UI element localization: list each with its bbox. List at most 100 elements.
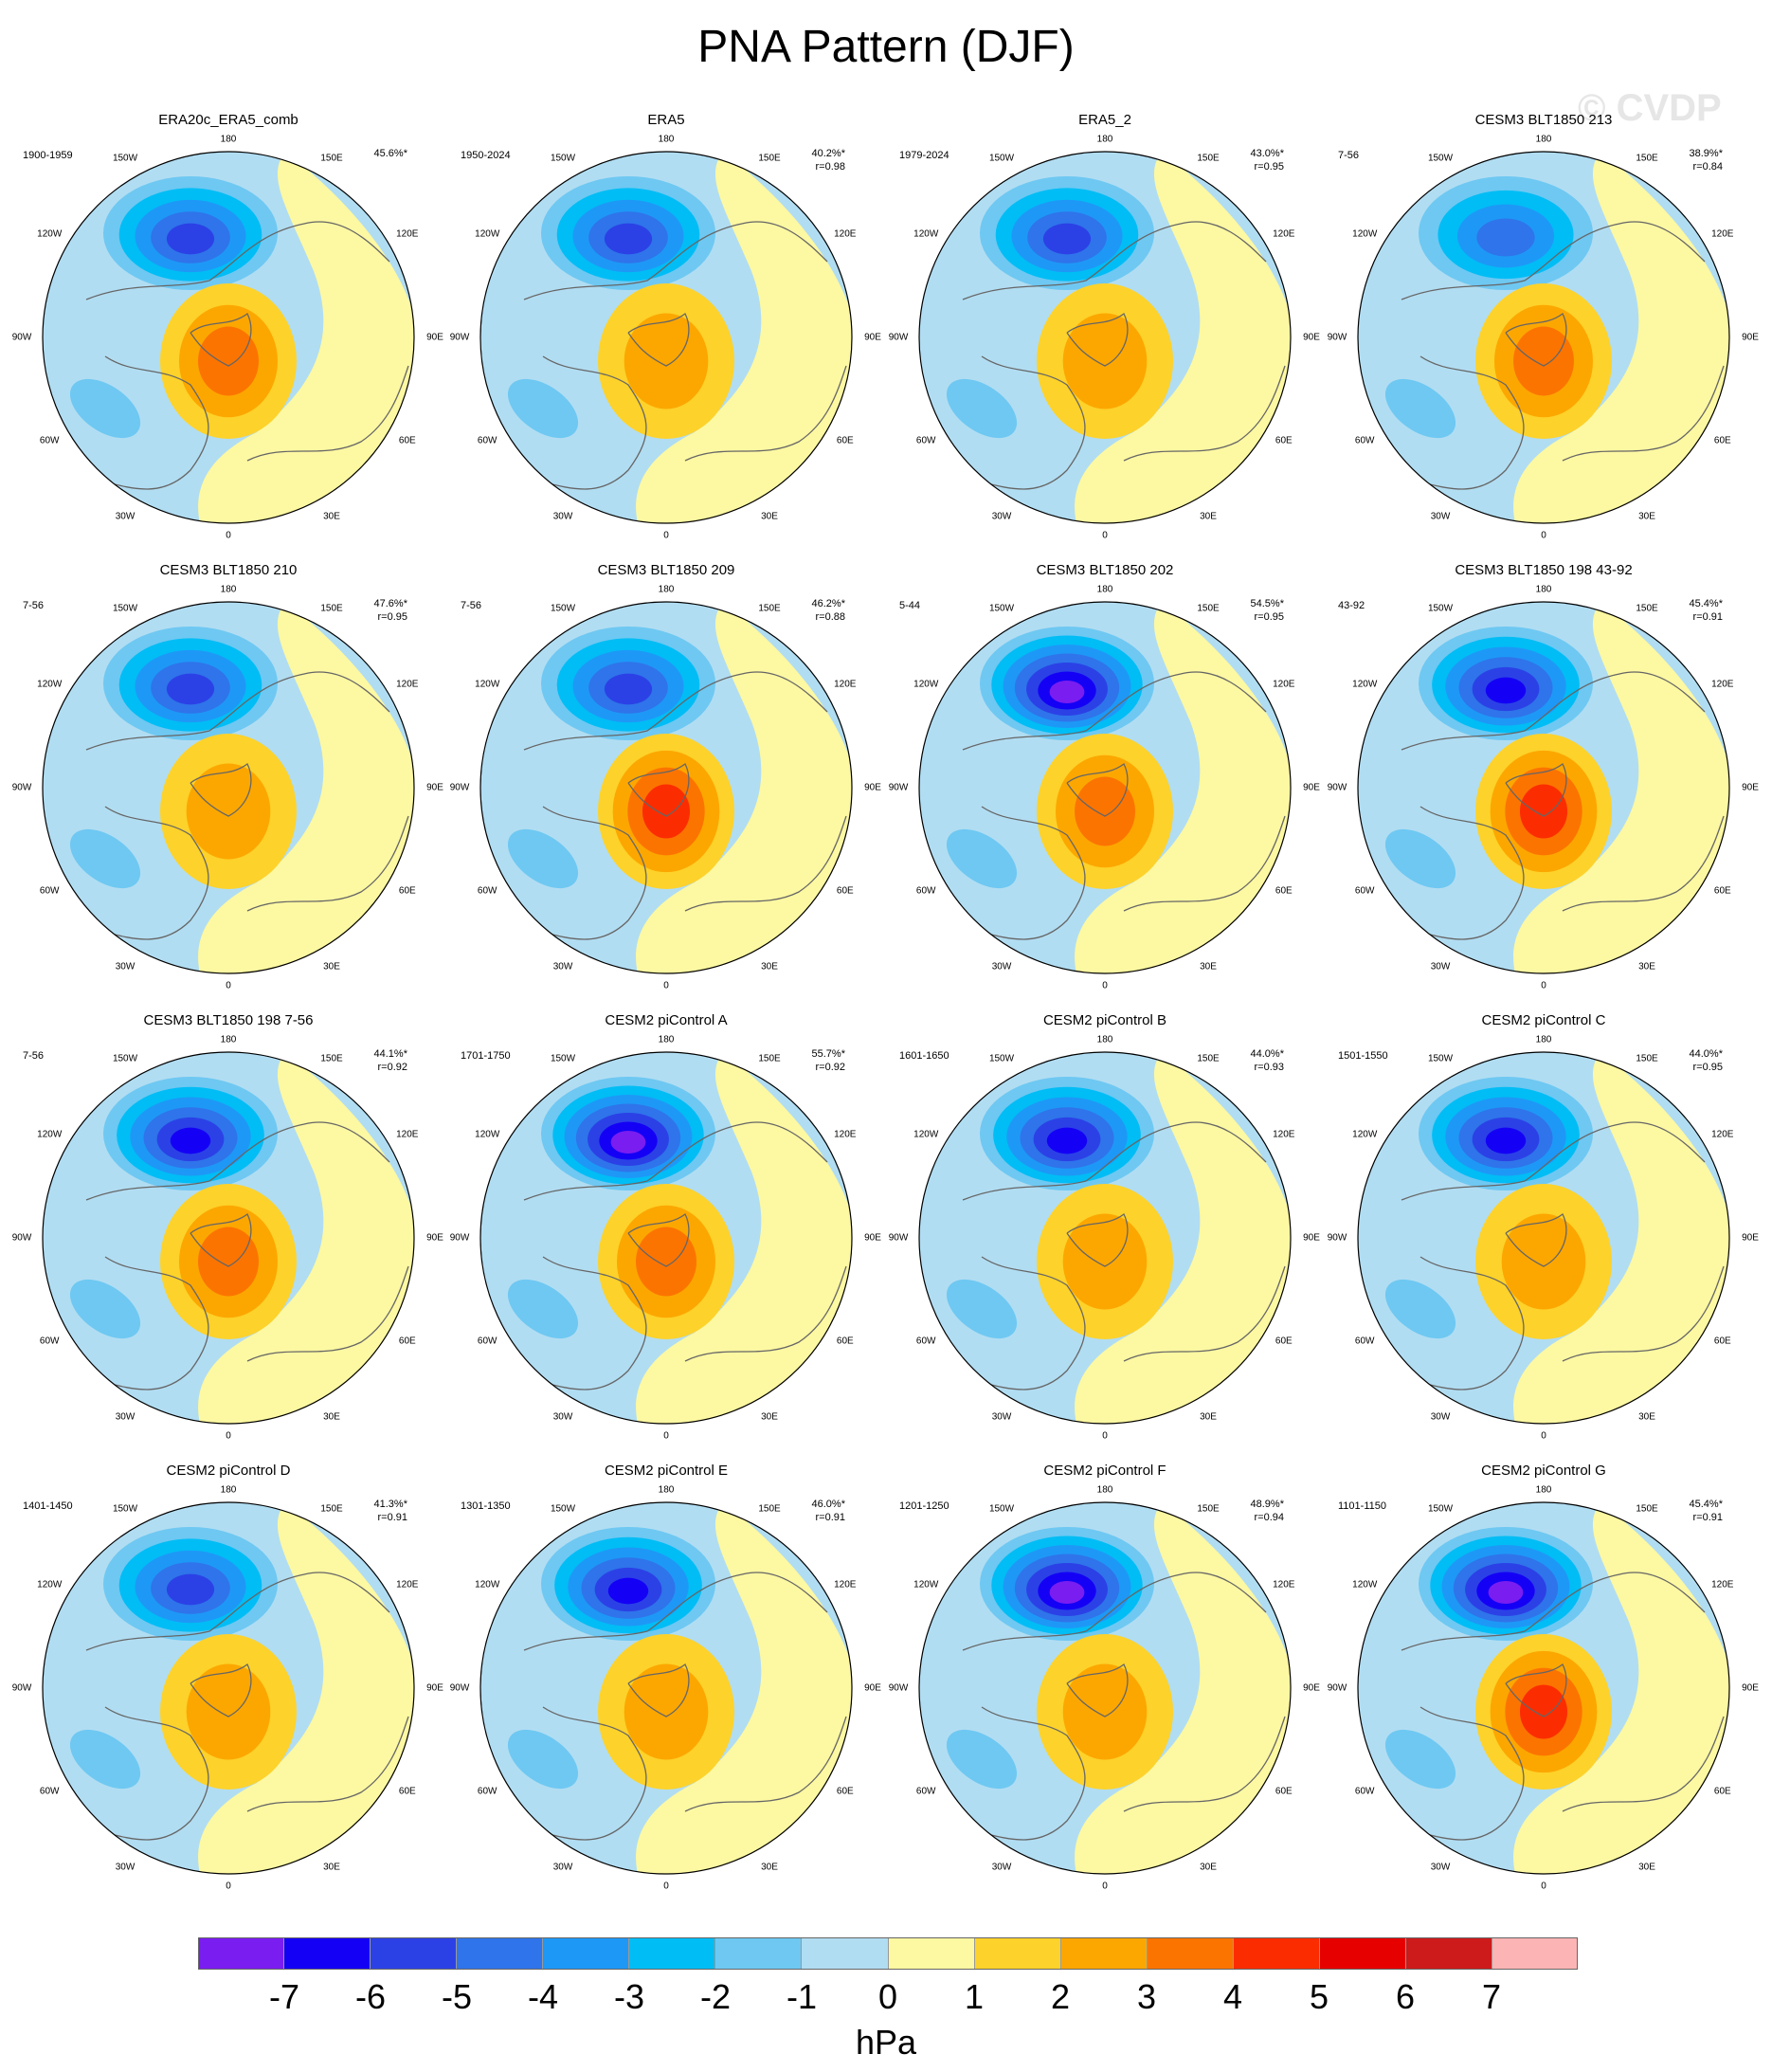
longitude-label: 30E	[323, 511, 340, 522]
longitude-label: 150W	[112, 1053, 138, 1064]
longitude-label: 150W	[988, 153, 1015, 164]
longitude-label: 90W	[449, 1232, 470, 1244]
longitude-label: 150W	[550, 1053, 576, 1064]
panel-variance: 38.9%*	[1689, 148, 1723, 159]
coastlines	[962, 671, 1286, 940]
secondary-low	[1384, 828, 1456, 889]
secondary-low	[69, 828, 141, 889]
longitude-label: 120W	[37, 679, 63, 690]
map-panel: CESM2 piControl D 1401-1450 41.3%* r=0.91 18…	[9, 1463, 447, 1913]
high-contour	[1519, 784, 1568, 839]
colorbar-tick-label: -4	[527, 1977, 559, 2016]
colorbar-tick-label: -6	[354, 1977, 387, 2016]
longitude-label: 90W	[449, 332, 470, 343]
longitude-label: 0	[1102, 1881, 1108, 1892]
polar-map	[479, 151, 853, 524]
high-contour	[1501, 1213, 1586, 1310]
longitude-label: 60W	[477, 885, 497, 897]
colorbar-tick-label: 0	[877, 1977, 898, 2016]
longitude-label: 0	[1102, 980, 1108, 991]
longitude-label: 30W	[552, 511, 573, 522]
positive-field	[636, 1502, 852, 1874]
longitude-label: 30E	[1638, 511, 1655, 522]
polar-map	[479, 1501, 853, 1875]
panel-correlation: r=0.95	[1254, 611, 1285, 623]
longitude-label: 60W	[915, 1336, 936, 1347]
longitude-label: 30W	[115, 1862, 136, 1873]
secondary-low	[946, 1729, 1018, 1790]
secondary-low	[946, 1279, 1018, 1339]
longitude-label: 60E	[398, 885, 416, 897]
low-contour	[1485, 677, 1527, 704]
panel-variance: 44.0%*	[1250, 1048, 1284, 1060]
longitude-label: 120W	[1352, 1129, 1378, 1140]
longitude-label: 0	[663, 1430, 669, 1442]
longitude-label: 150W	[112, 603, 138, 614]
colorbar-swatch	[974, 1937, 1061, 1970]
longitude-label: 120W	[913, 1579, 939, 1590]
longitude-label: 0	[226, 1430, 231, 1442]
panel-title: CESM3 BLT1850 198 43-92	[1455, 562, 1633, 578]
longitude-label: 90E	[426, 332, 443, 343]
low-contour	[1049, 1581, 1085, 1604]
map-boundary	[1357, 601, 1730, 974]
panel-variance: 45.4%*	[1689, 598, 1723, 609]
panel-correlation: r=0.91	[815, 1512, 846, 1523]
map-boundary	[479, 601, 853, 974]
map-boundary	[918, 1051, 1292, 1425]
longitude-label: 120E	[834, 1579, 857, 1590]
secondary-low	[507, 1729, 579, 1790]
panel-correlation: r=0.88	[815, 611, 846, 623]
longitude-label: 90E	[1742, 1232, 1759, 1244]
longitude-label: 90W	[888, 782, 909, 793]
watermark: © CVDP	[1578, 87, 1722, 129]
longitude-label: 180	[1535, 1484, 1552, 1496]
panel-years: 7-56	[461, 600, 482, 611]
longitude-label: 150W	[550, 1503, 576, 1515]
colorbar-tick-label: -1	[786, 1977, 818, 2016]
longitude-label: 90E	[864, 332, 881, 343]
panel-correlation: r=0.91	[1692, 1512, 1724, 1523]
longitude-label: 60W	[39, 885, 60, 897]
coastlines	[1401, 1572, 1725, 1841]
panel-stats: 45.4%* r=0.91	[1666, 1498, 1723, 1524]
longitude-label: 90E	[1303, 1682, 1320, 1694]
polar-map	[1357, 1501, 1730, 1875]
panel-stats: 54.5%* r=0.95	[1227, 597, 1284, 624]
longitude-label: 90E	[426, 1682, 443, 1694]
positive-field	[1513, 602, 1729, 973]
colorbar-tick-label: 7	[1481, 1977, 1502, 2016]
low-contour	[1046, 1127, 1088, 1154]
longitude-label: 120E	[396, 1579, 419, 1590]
panel-title: CESM3 BLT1850 198 7-56	[143, 1012, 314, 1028]
longitude-label: 0	[1541, 980, 1546, 991]
longitude-label: 0	[663, 1881, 669, 1892]
panel-stats: 43.0%* r=0.95	[1227, 147, 1284, 173]
longitude-label: 120E	[396, 679, 419, 690]
panel-correlation: r=0.91	[1692, 611, 1724, 623]
coastlines	[523, 221, 847, 490]
map-panel: CESM3 BLT1850 198 43-92 43-92 45.4%* r=0.91…	[1325, 562, 1763, 1012]
panel-correlation: r=0.94	[1254, 1512, 1285, 1523]
positive-field	[1513, 152, 1729, 523]
longitude-label: 120W	[1352, 1579, 1378, 1590]
panel-years: 5-44	[899, 600, 921, 611]
longitude-label: 180	[658, 134, 675, 145]
colorbar-swatch	[1060, 1937, 1148, 1970]
longitude-label: 60E	[1275, 885, 1293, 897]
panel-correlation: r=0.84	[1692, 161, 1724, 173]
panel-title: CESM2 piControl G	[1481, 1463, 1606, 1479]
longitude-label: 150W	[112, 1503, 138, 1515]
longitude-label: 150E	[758, 153, 781, 164]
longitude-label: 30E	[323, 1411, 340, 1423]
secondary-low	[69, 1279, 141, 1339]
longitude-label: 30E	[761, 1862, 778, 1873]
panel-variance: 46.0%*	[811, 1499, 845, 1510]
colorbar-swatch	[198, 1937, 285, 1970]
coastlines	[85, 221, 409, 490]
secondary-low	[946, 378, 1018, 439]
longitude-label: 0	[1541, 530, 1546, 541]
colorbar-tick-label: 5	[1309, 1977, 1329, 2016]
longitude-label: 30E	[761, 961, 778, 972]
colorbar-swatch	[284, 1937, 371, 1970]
